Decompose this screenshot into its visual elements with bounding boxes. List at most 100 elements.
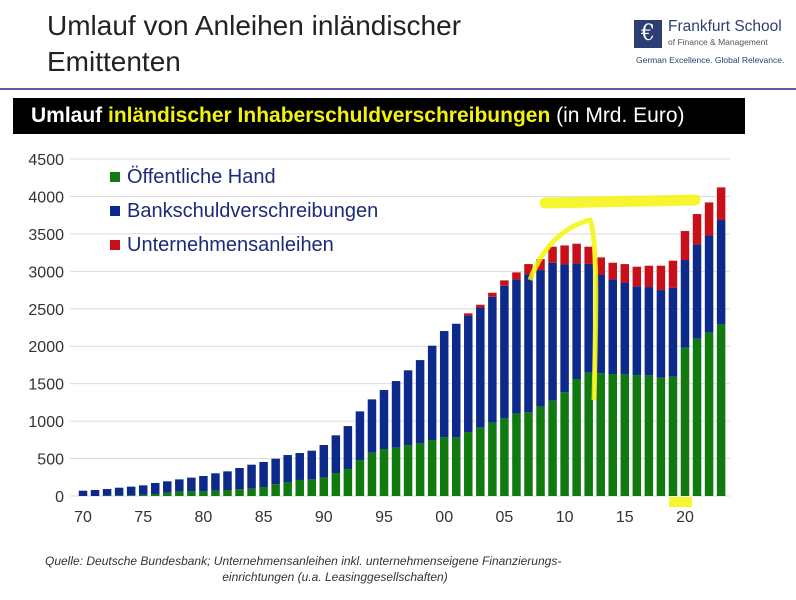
logo-tagline: German Excellence. Global Relevance. — [636, 55, 785, 65]
bar-segment-bankschuldverschreibungen — [367, 399, 377, 453]
bar-segment-bankschuldverschreibungen — [548, 262, 557, 401]
bar-segment-bankschuldverschreibungen — [668, 287, 678, 377]
bar-segment-oeffentliche-hand — [331, 473, 341, 496]
bar-segment-bankschuldverschreibungen — [451, 323, 461, 438]
logo-subtitle: of Finance & Management — [668, 37, 768, 47]
bar-segment-bankschuldverschreibungen — [608, 279, 618, 375]
bar-segment-oeffentliche-hand — [247, 488, 256, 496]
logo-name: Frankfurt School — [668, 18, 782, 35]
legend-swatch — [110, 240, 120, 250]
banner-part1: Umlauf — [31, 104, 109, 127]
bar-segment-oeffentliche-hand — [680, 347, 690, 496]
bar-segment-bankschuldverschreibungen — [403, 370, 413, 446]
y-tick-label: 1500 — [28, 377, 64, 394]
y-tick-label: 0 — [55, 489, 64, 506]
legend-swatch — [110, 172, 120, 182]
x-tick-label: 20 — [676, 509, 694, 526]
bar-segment-bankschuldverschreibungen — [692, 244, 702, 339]
bar-segment-oeffentliche-hand — [283, 482, 292, 496]
bar-segment-bankschuldverschreibungen — [235, 467, 244, 490]
bar-segment-unternehmensanleihen — [668, 260, 678, 288]
bar-segment-oeffentliche-hand — [451, 437, 461, 496]
bar-segment-bankschuldverschreibungen — [90, 490, 100, 496]
bar-segment-oeffentliche-hand — [656, 377, 666, 496]
bar-segment-bankschuldverschreibungen — [114, 487, 124, 496]
slide-title-line2: Emittenten — [47, 46, 181, 77]
bar-segment-bankschuldverschreibungen — [355, 411, 365, 461]
x-tick-label: 15 — [616, 509, 634, 526]
bar-segment-oeffentliche-hand — [355, 460, 365, 496]
bar-segment-bankschuldverschreibungen — [163, 481, 172, 493]
bar-segment-oeffentliche-hand — [476, 427, 485, 496]
bar-segment-oeffentliche-hand — [319, 477, 329, 496]
bar-segment-bankschuldverschreibungen — [427, 345, 437, 440]
slide-title-line1: Umlauf von Anleihen inländischer — [47, 10, 462, 41]
legend-label: Bankschuldverschreibungen — [127, 200, 378, 222]
legend: Öffentliche Hand Bankschuldverschreibunge… — [110, 166, 378, 256]
bar-segment-oeffentliche-hand — [512, 413, 521, 496]
legend-label: Öffentliche Hand — [127, 166, 276, 188]
bar-segment-oeffentliche-hand — [548, 400, 557, 496]
bar-segment-bankschuldverschreibungen — [596, 274, 605, 374]
bar-segment-bankschuldverschreibungen — [271, 458, 280, 485]
bar-segment-unternehmensanleihen — [572, 243, 581, 264]
source-line2: einrichtungen (u.a. Leasinggesellschafte… — [222, 570, 448, 584]
bar-segment-oeffentliche-hand — [367, 452, 377, 496]
banner-part3: (in Mrd. Euro) — [550, 104, 685, 127]
bar-segment-oeffentliche-hand — [126, 495, 136, 496]
bar-segment-bankschuldverschreibungen — [572, 263, 581, 380]
bar-segment-bankschuldverschreibungen — [716, 220, 726, 325]
bar-segment-oeffentliche-hand — [439, 437, 449, 496]
x-tick-label: 85 — [255, 509, 273, 526]
bar-segment-bankschuldverschreibungen — [223, 471, 232, 491]
bar-segment-oeffentliche-hand — [632, 375, 642, 496]
bar-segment-unternehmensanleihen — [692, 214, 702, 245]
bar-segment-bankschuldverschreibungen — [476, 307, 485, 428]
bar-segment-oeffentliche-hand — [620, 374, 630, 496]
bar-segment-unternehmensanleihen — [608, 262, 618, 280]
bar-segment-oeffentliche-hand — [138, 494, 148, 496]
x-tick-label: 80 — [195, 509, 213, 526]
handwritten-annotations — [527, 194, 701, 507]
bar-segment-oeffentliche-hand — [464, 432, 473, 496]
bar-segment-oeffentliche-hand — [235, 489, 244, 496]
bar-segment-bankschuldverschreibungen — [211, 473, 220, 491]
bar-segment-bankschuldverschreibungen — [536, 270, 545, 407]
bar-segment-oeffentliche-hand — [704, 332, 714, 496]
bar-segment-bankschuldverschreibungen — [560, 264, 569, 393]
chart-title-banner: Umlauf inländischer Inhaberschuldverschr… — [13, 98, 745, 134]
bar-segment-oeffentliche-hand — [259, 487, 268, 496]
frankfurt-school-logo: € Frankfurt School of Finance & Manageme… — [634, 18, 794, 70]
bar-segment-oeffentliche-hand — [427, 439, 437, 496]
bar-segment-unternehmensanleihen — [704, 202, 714, 236]
bar-segment-oeffentliche-hand — [608, 374, 618, 496]
bar-segment-unternehmensanleihen — [548, 246, 557, 263]
bar-segment-bankschuldverschreibungen — [199, 476, 208, 492]
bar-segment-oeffentliche-hand — [692, 338, 702, 496]
x-tick-label: 05 — [496, 509, 514, 526]
bar-segment-unternehmensanleihen — [464, 313, 473, 316]
bar-segment-bankschuldverschreibungen — [512, 279, 521, 414]
bar-segment-oeffentliche-hand — [644, 375, 654, 496]
bar-segment-unternehmensanleihen — [716, 187, 726, 221]
bar-segment-unternehmensanleihen — [500, 280, 509, 286]
bar-segment-unternehmensanleihen — [680, 231, 690, 261]
bar-segment-bankschuldverschreibungen — [138, 485, 148, 495]
bar-segment-bankschuldverschreibungen — [175, 479, 184, 492]
bar-segment-oeffentliche-hand — [415, 442, 425, 496]
y-axis-ticks: 0 500 1000 1500 2000 2500 3000 3500 4000 4500 — [28, 152, 64, 506]
bar-segment-oeffentliche-hand — [271, 484, 280, 496]
bar-segment-oeffentliche-hand — [536, 406, 545, 496]
bar-segment-unternehmensanleihen — [524, 264, 533, 275]
bar-segment-bankschuldverschreibungen — [439, 331, 449, 438]
y-tick-label: 3500 — [28, 227, 64, 244]
y-tick-label: 4500 — [28, 152, 64, 169]
bars — [78, 187, 726, 496]
x-axis-ticks: 70 75 80 85 90 95 00 05 10 15 20 — [74, 509, 694, 526]
bar-segment-oeffentliche-hand — [211, 490, 220, 496]
bar-segment-bankschuldverschreibungen — [415, 360, 425, 443]
slide-title: Umlauf von Anleihen inländischer Emitten… — [47, 8, 461, 80]
bar-segment-bankschuldverschreibungen — [102, 489, 112, 496]
bar-segment-oeffentliche-hand — [524, 412, 533, 496]
